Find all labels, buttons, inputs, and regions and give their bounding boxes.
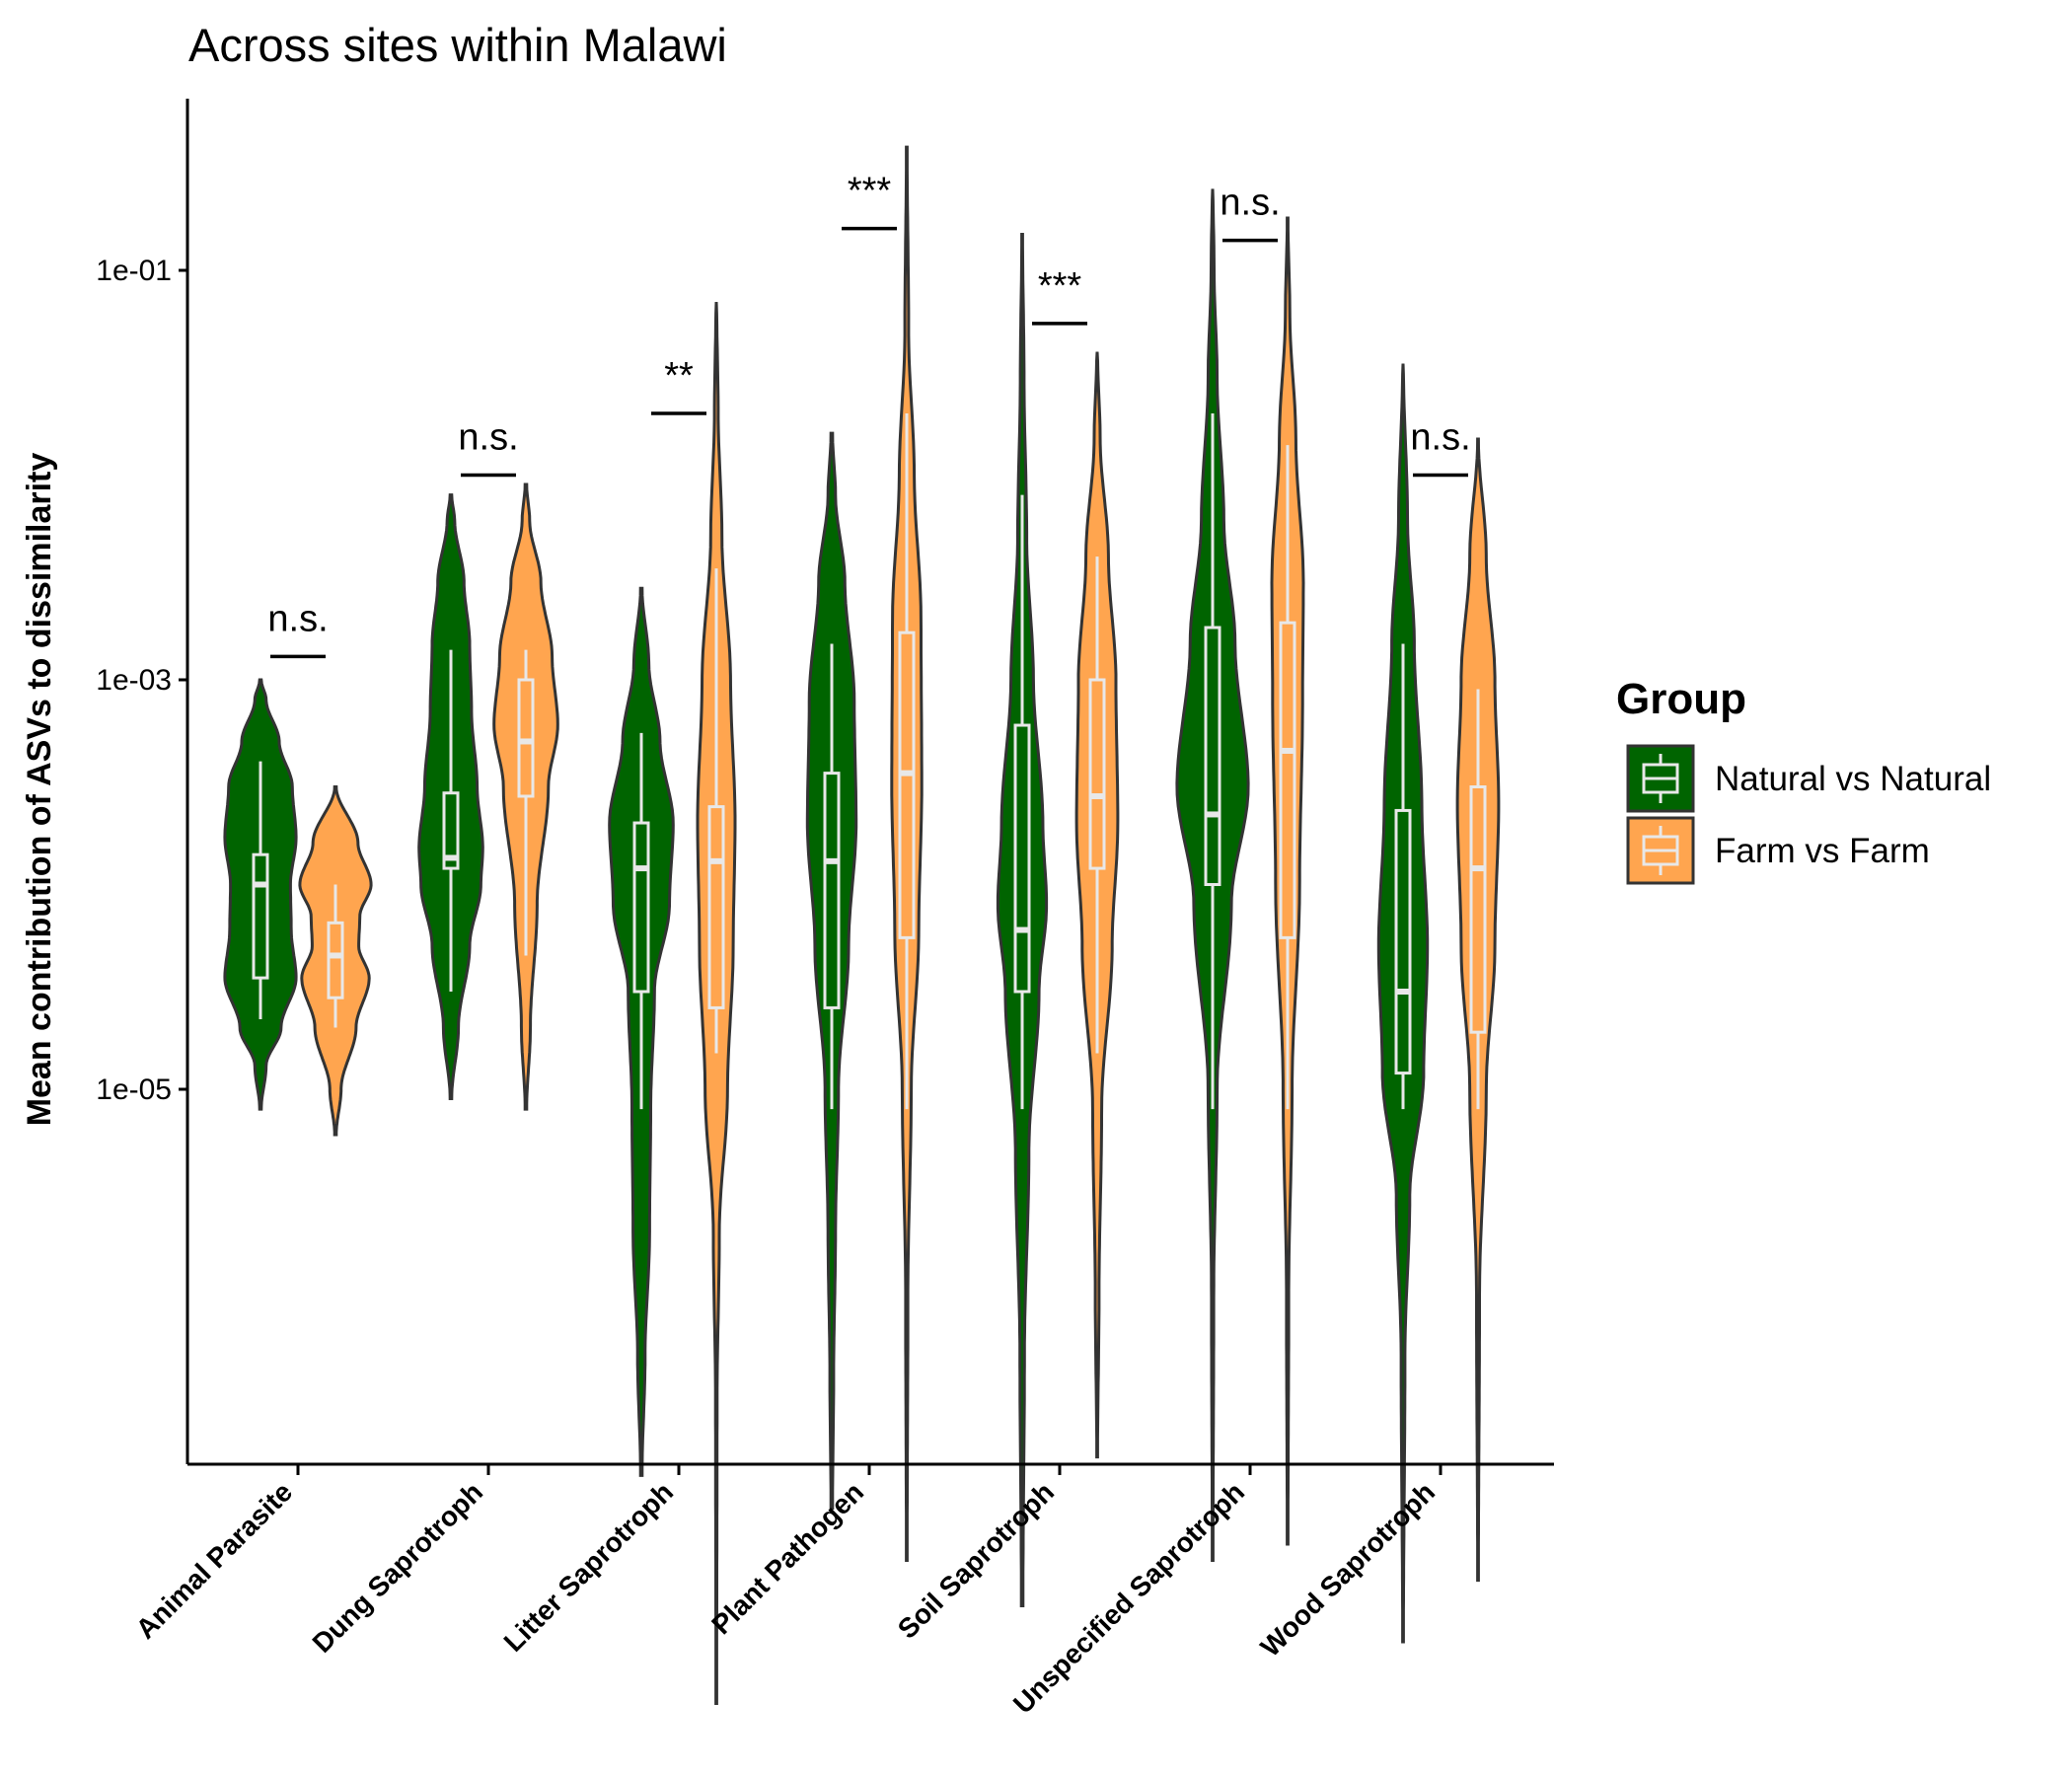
box-natural-wood-saprotroph — [1394, 808, 1412, 1075]
box-farm-litter-saprotroph — [707, 805, 725, 1009]
x-tick-label: Litter Saprotroph — [498, 1476, 680, 1658]
x-tick-label: Dung Saprotroph — [307, 1476, 489, 1659]
signif-label-wood-saprotroph: n.s. — [1410, 417, 1470, 459]
box-farm-dung-saprotroph — [517, 678, 535, 798]
box-natural-unspecified-saprotroph — [1204, 626, 1221, 886]
legend-label-farm: Farm vs Farm — [1715, 832, 1930, 870]
box-farm-soil-saprotroph — [1088, 678, 1106, 870]
x-tick-label: Animal Parasite — [130, 1476, 298, 1644]
legend: Group Natural vs Natural Farm vs Farm — [1616, 675, 1991, 885]
signif-label-plant-pathogen: *** — [848, 171, 892, 212]
box-natural-dung-saprotroph — [442, 791, 460, 870]
signif-label-unspecified-saprotroph: n.s. — [1220, 183, 1280, 224]
signif-label-dung-saprotroph: n.s. — [458, 417, 518, 459]
y-tick-label: 1e-03 — [96, 664, 172, 697]
x-tick-label: Soil Saprotroph — [892, 1476, 1060, 1644]
y-tick-label: 1e-01 — [96, 255, 172, 287]
x-tick-label: Wood Saprotroph — [1255, 1476, 1442, 1663]
box-natural-animal-parasite — [252, 852, 269, 980]
legend-title: Group — [1616, 675, 1746, 723]
box-farm-plant-pathogen — [898, 630, 916, 939]
y-tick-label: 1e-05 — [96, 1073, 172, 1106]
legend-label-natural: Natural vs Natural — [1715, 760, 1991, 798]
plot-area: n.s.n.s.********n.s.n.s. — [223, 145, 1501, 1705]
signif-label-soil-saprotroph: *** — [1038, 265, 1082, 307]
x-tick-label: Plant Pathogen — [705, 1476, 869, 1640]
signif-label-litter-saprotroph: ** — [664, 355, 694, 397]
box-natural-soil-saprotroph — [1013, 723, 1031, 994]
box-farm-unspecified-saprotroph — [1279, 621, 1296, 939]
box-farm-wood-saprotroph — [1469, 784, 1487, 1034]
signif-label-animal-parasite: n.s. — [267, 598, 328, 639]
box-farm-animal-parasite — [327, 921, 344, 999]
box-natural-litter-saprotroph — [632, 821, 650, 994]
chart-title: Across sites within Malawi — [188, 19, 727, 71]
y-axis-label: Mean contribution of ASVs to dissimilari… — [21, 453, 58, 1127]
box-natural-plant-pathogen — [823, 772, 841, 1009]
